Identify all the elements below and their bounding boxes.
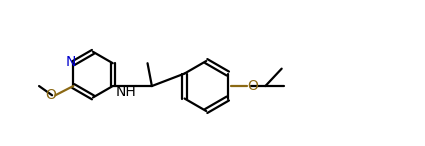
Text: N: N bbox=[66, 55, 76, 69]
Text: O: O bbox=[247, 79, 258, 93]
Text: NH: NH bbox=[116, 85, 136, 99]
Text: O: O bbox=[45, 88, 56, 102]
